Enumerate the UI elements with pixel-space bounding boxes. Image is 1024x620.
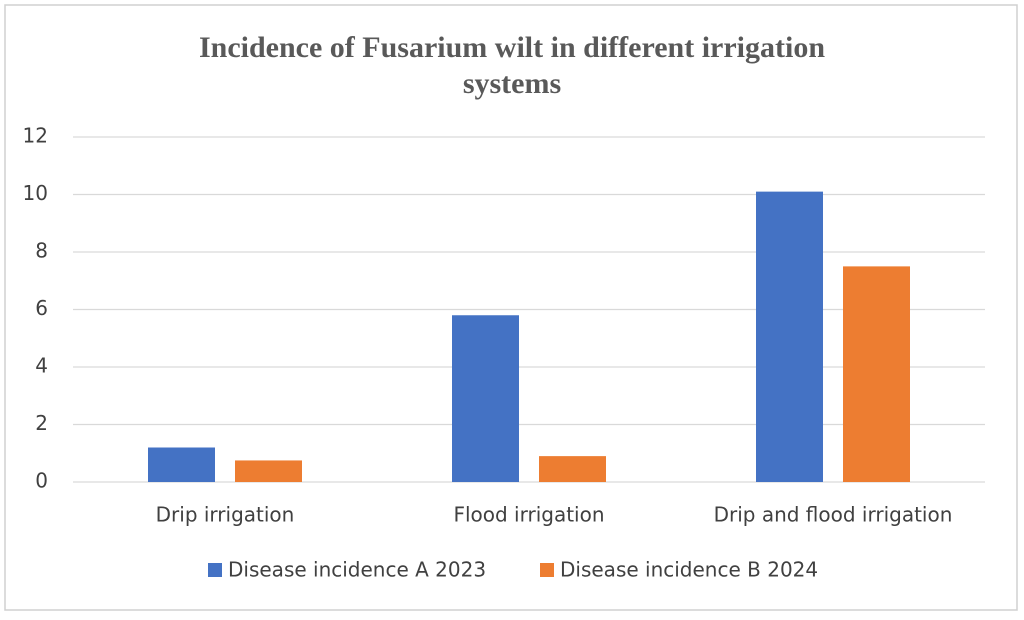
bar	[539, 456, 606, 482]
legend-label: Disease incidence B 2024	[560, 558, 818, 582]
x-tick-label: Drip irrigation	[156, 503, 295, 527]
bar	[452, 315, 519, 482]
legend-swatch	[208, 563, 222, 577]
y-tick-label: 6	[35, 296, 48, 320]
bar	[843, 266, 910, 482]
y-tick-label: 0	[35, 469, 48, 493]
legend-swatch	[540, 563, 554, 577]
bar	[148, 447, 215, 482]
legend-label: Disease incidence A 2023	[228, 558, 486, 582]
y-tick-label: 4	[35, 354, 48, 378]
chart-title: Incidence of Fusarium wilt in different …	[198, 31, 826, 100]
y-tick-label: 12	[23, 124, 48, 148]
y-tick-label: 10	[23, 181, 48, 205]
y-tick-label: 2	[35, 411, 48, 435]
y-tick-label: 8	[35, 239, 48, 263]
x-tick-label: Flood irrigation	[453, 503, 604, 527]
bar	[756, 191, 823, 482]
x-tick-label: Drip and flood irrigation	[714, 503, 953, 527]
bar	[235, 460, 302, 482]
